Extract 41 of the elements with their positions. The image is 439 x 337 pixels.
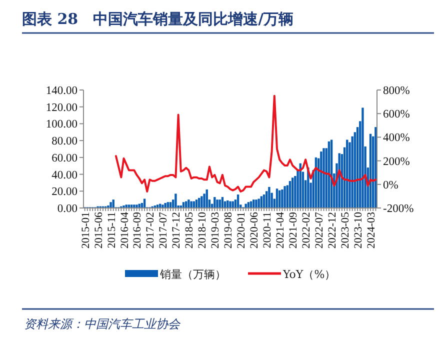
chart-title: 图表 28 中国汽车销量及同比增速/万辆 <box>22 10 294 28</box>
y2-tick-label: 400% <box>383 132 410 144</box>
x-tick-label: 2020-06 <box>248 212 261 249</box>
text: 资料来源：中国汽车工业协会 <box>24 317 181 331</box>
legend-label: YoY（%） <box>282 268 336 281</box>
x-tick-label: 2021-04 <box>274 212 287 249</box>
x-tick-label: 2019-03 <box>210 212 222 249</box>
y2-tick-label: 600% <box>383 108 410 121</box>
x-tick-label: 2022-02 <box>300 212 313 249</box>
x-tick-label: 2023-05 <box>340 212 352 249</box>
y-tick-label: 60.00 <box>52 152 78 164</box>
y-tick-label: 120.00 <box>46 102 78 114</box>
x-tick-label: 2018-05 <box>184 212 196 249</box>
x-tick-label: 2023-10 <box>352 212 365 249</box>
x-tick-label: 2021-09 <box>288 212 300 249</box>
y2-tick-label: 200% <box>383 156 410 168</box>
y-tick-label: 80.00 <box>52 136 78 148</box>
x-tick-label: 2020-11 <box>262 212 274 248</box>
x-tick-label: 2017-02 <box>144 212 157 249</box>
x-tick-label: 2015-06 <box>92 212 105 249</box>
x-tick-label: 2019-08 <box>222 212 235 249</box>
legend-label: 销量（万辆） <box>159 268 226 281</box>
x-tick-label: 2024-03 <box>366 212 378 249</box>
x-tick-label: 2015-01 <box>80 212 92 249</box>
y-tick-label: 40.00 <box>52 169 78 182</box>
y-tick-label: 100.00 <box>46 118 78 131</box>
x-tick-label: 2016-09 <box>132 212 144 249</box>
x-tick-label: 2022-12 <box>326 212 339 249</box>
x-tick-label: 2017-07 <box>158 212 170 249</box>
x-tick-label: 2015-11 <box>106 212 118 248</box>
x-tick-label: 2020-01 <box>236 212 248 249</box>
y-tick-label: 140.00 <box>46 85 78 97</box>
x-tick-label: 2018-10 <box>196 212 209 249</box>
x-tick-label: 2022-07 <box>314 212 326 249</box>
y2-tick-label: 0% <box>383 179 399 192</box>
y-tick-label: 0.00 <box>57 203 78 215</box>
y-tick-label: 20.00 <box>52 186 78 198</box>
y2-tick-label: -200% <box>383 203 414 215</box>
x-tick-label: 2017-12 <box>170 212 183 249</box>
y2-tick-label: 800% <box>383 85 410 97</box>
x-tick-label: 2016-04 <box>118 212 131 249</box>
